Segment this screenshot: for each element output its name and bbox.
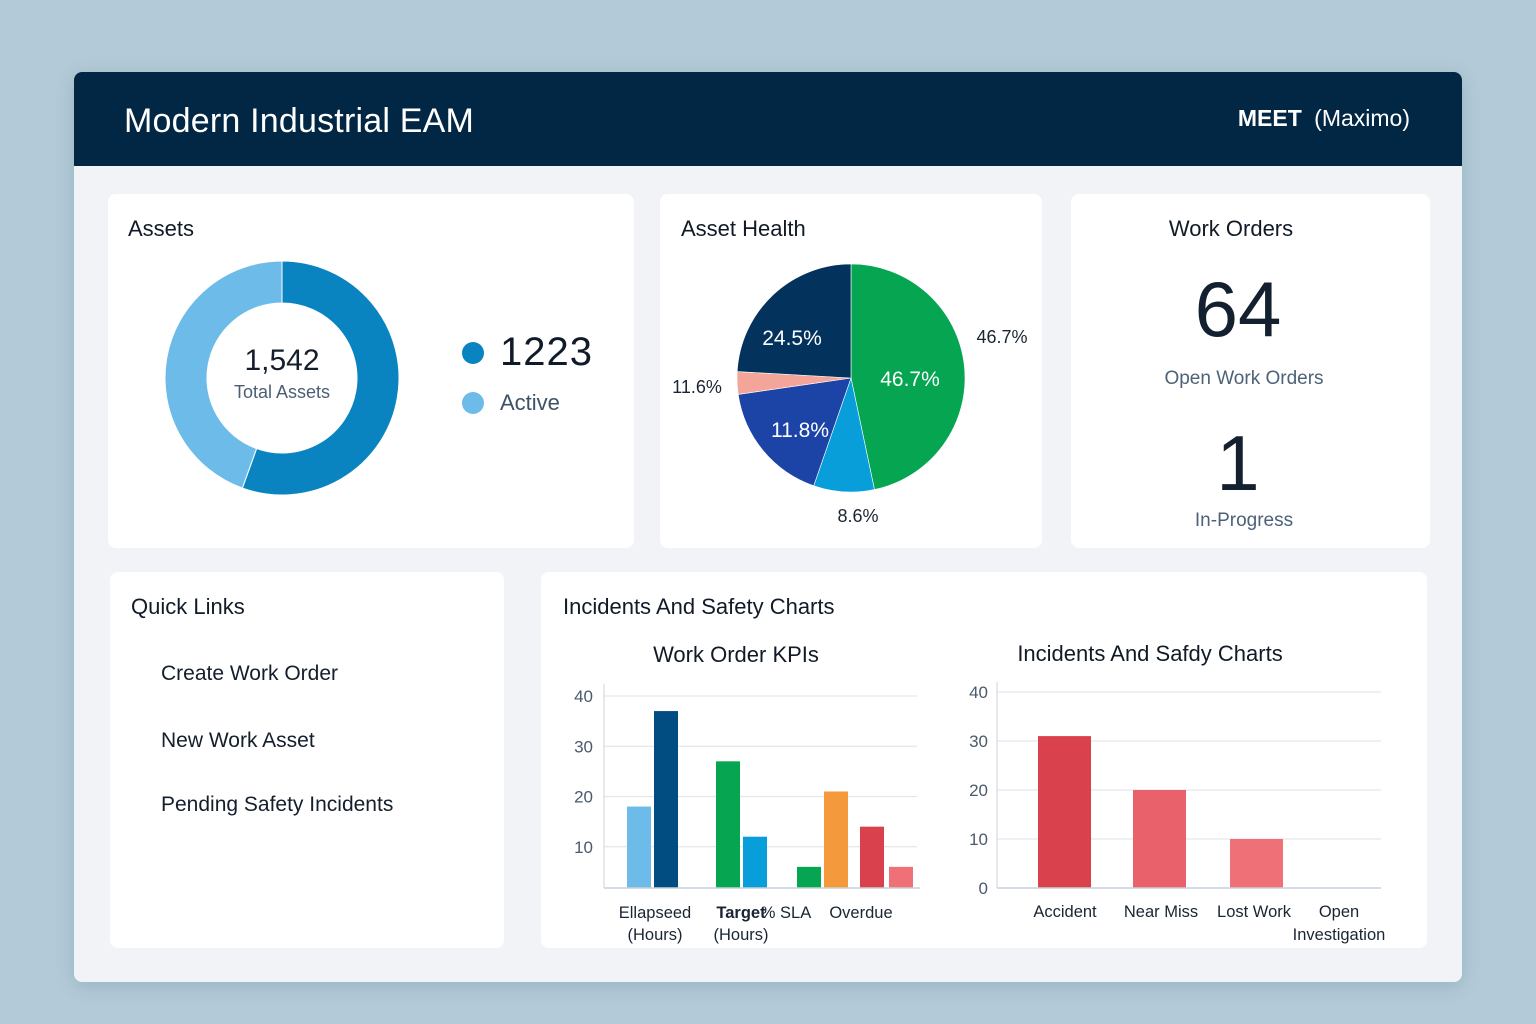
x-tick-label: Open [1319, 903, 1359, 921]
total-assets-value: 1,542 [244, 344, 320, 377]
app-header: Modern Industrial EAM MEET (Maximo) [74, 72, 1462, 166]
open-work-orders-value[interactable]: 64 [1194, 265, 1282, 353]
assets-title: Assets [128, 216, 195, 241]
asset-health-pie-chart: 46.7% 46.7% 8.6% 11.8% 11.6% 24.5% [672, 263, 1028, 526]
quick-links-title: Quick Links [131, 594, 245, 619]
legend-label: Active [500, 390, 560, 415]
work-orders-card: Work Orders 64 Open Work Orders 1 In-Pro… [1071, 194, 1430, 548]
x-tick-label: Near Miss [1124, 903, 1198, 921]
in-progress-value[interactable]: 1 [1216, 419, 1260, 507]
open-work-orders-label: Open Work Orders [1164, 368, 1324, 389]
bar[interactable] [743, 836, 767, 888]
quick-links-card: Quick Links Create Work Order New Work A… [110, 572, 504, 948]
y-tick-label: 20 [574, 788, 593, 807]
user-system: (Maximo) [1314, 105, 1410, 131]
bar[interactable] [716, 761, 740, 888]
incidents-card: Incidents And Safety Charts Work Order K… [541, 572, 1427, 948]
legend-item: 1223 [462, 330, 593, 375]
x-tick-label: (Hours) [627, 926, 682, 944]
y-tick-label: 40 [969, 683, 988, 702]
create-work-order-link[interactable]: Create Work Order [161, 662, 338, 685]
x-tick-label: (Hours) [713, 926, 768, 944]
asset-health-card: Asset Health 46.7% 46.7% 8.6% 11.8% 11.6% 24.… [660, 194, 1042, 548]
pie-outer-label: 8.6% [837, 506, 878, 526]
bar[interactable] [1230, 839, 1283, 888]
bar[interactable] [824, 791, 848, 888]
x-tick-label: Accident [1033, 903, 1097, 921]
x-tick-label: Target [716, 904, 766, 922]
user-menu[interactable]: MEET (Maximo) [1238, 105, 1410, 132]
assets-donut-chart [164, 260, 400, 496]
legend-dot-icon [462, 392, 484, 414]
app-window: Modern Industrial EAM MEET (Maximo) Asse… [74, 72, 1462, 982]
bar[interactable] [654, 711, 678, 888]
total-assets-label: Total Assets [233, 382, 331, 402]
y-tick-label: 30 [969, 732, 988, 751]
donut-center: 1,542 Total Assets [204, 344, 360, 403]
y-tick-label: 40 [574, 687, 593, 706]
legend-item: Active [462, 390, 560, 416]
work-order-kpis-chart: Work Order KPIs 10 20 30 40 Ellapseed (Hours) T… [574, 641, 1386, 944]
y-tick-label: 10 [969, 830, 988, 849]
x-tick-label: Ellapseed [619, 904, 691, 922]
pie-inner-label: 24.5% [762, 327, 822, 350]
chart-title: Incidents And Safdy Charts [1017, 641, 1282, 666]
pie-slice-0[interactable] [850, 263, 966, 490]
incidents-title: Incidents And Safety Charts [563, 594, 835, 619]
x-tick-label: Overdue [829, 904, 892, 922]
in-progress-label: In-Progress [1194, 510, 1294, 531]
pie-outer-label: 46.7% [976, 327, 1027, 347]
chart-title: Work Order KPIs [653, 642, 819, 667]
donut-segment-0[interactable] [241, 260, 400, 496]
pie-inner-label: 46.7% [880, 368, 940, 391]
work-orders-title: Work Orders [1168, 216, 1294, 241]
bar[interactable] [1038, 736, 1091, 888]
pie-slice-2[interactable] [737, 377, 852, 487]
y-tick-label: 0 [979, 879, 988, 898]
bar[interactable] [797, 866, 821, 888]
x-tick-label: Investigation [1293, 926, 1386, 944]
pie-slice-4[interactable] [736, 263, 852, 379]
y-tick-label: 20 [969, 781, 988, 800]
pie-outer-label: 11.6% [672, 377, 722, 397]
asset-health-title: Asset Health [681, 216, 806, 241]
donut-segment-1[interactable] [164, 260, 283, 489]
y-tick-label: 30 [574, 737, 593, 756]
legend-dot-icon [462, 341, 484, 364]
bar[interactable] [1133, 790, 1186, 888]
legend-label: 1223 [500, 330, 593, 374]
bar[interactable] [889, 866, 913, 888]
new-work-asset-link[interactable]: New Work Asset [161, 729, 315, 752]
y-tick-label: 10 [574, 838, 593, 857]
pie-inner-label: 11.8% [771, 419, 829, 442]
app-title: Modern Industrial EAM [124, 102, 475, 140]
user-name[interactable]: MEET [1237, 105, 1302, 131]
bar[interactable] [860, 826, 884, 888]
pending-safety-incidents-link[interactable]: Pending Safety Incidents [161, 793, 394, 816]
x-tick-label: % SLA [761, 904, 811, 922]
bar[interactable] [627, 806, 651, 888]
x-tick-label: Lost Work [1217, 903, 1292, 921]
assets-card: Assets 1,542 Total Assets 1223 Active [108, 194, 634, 548]
